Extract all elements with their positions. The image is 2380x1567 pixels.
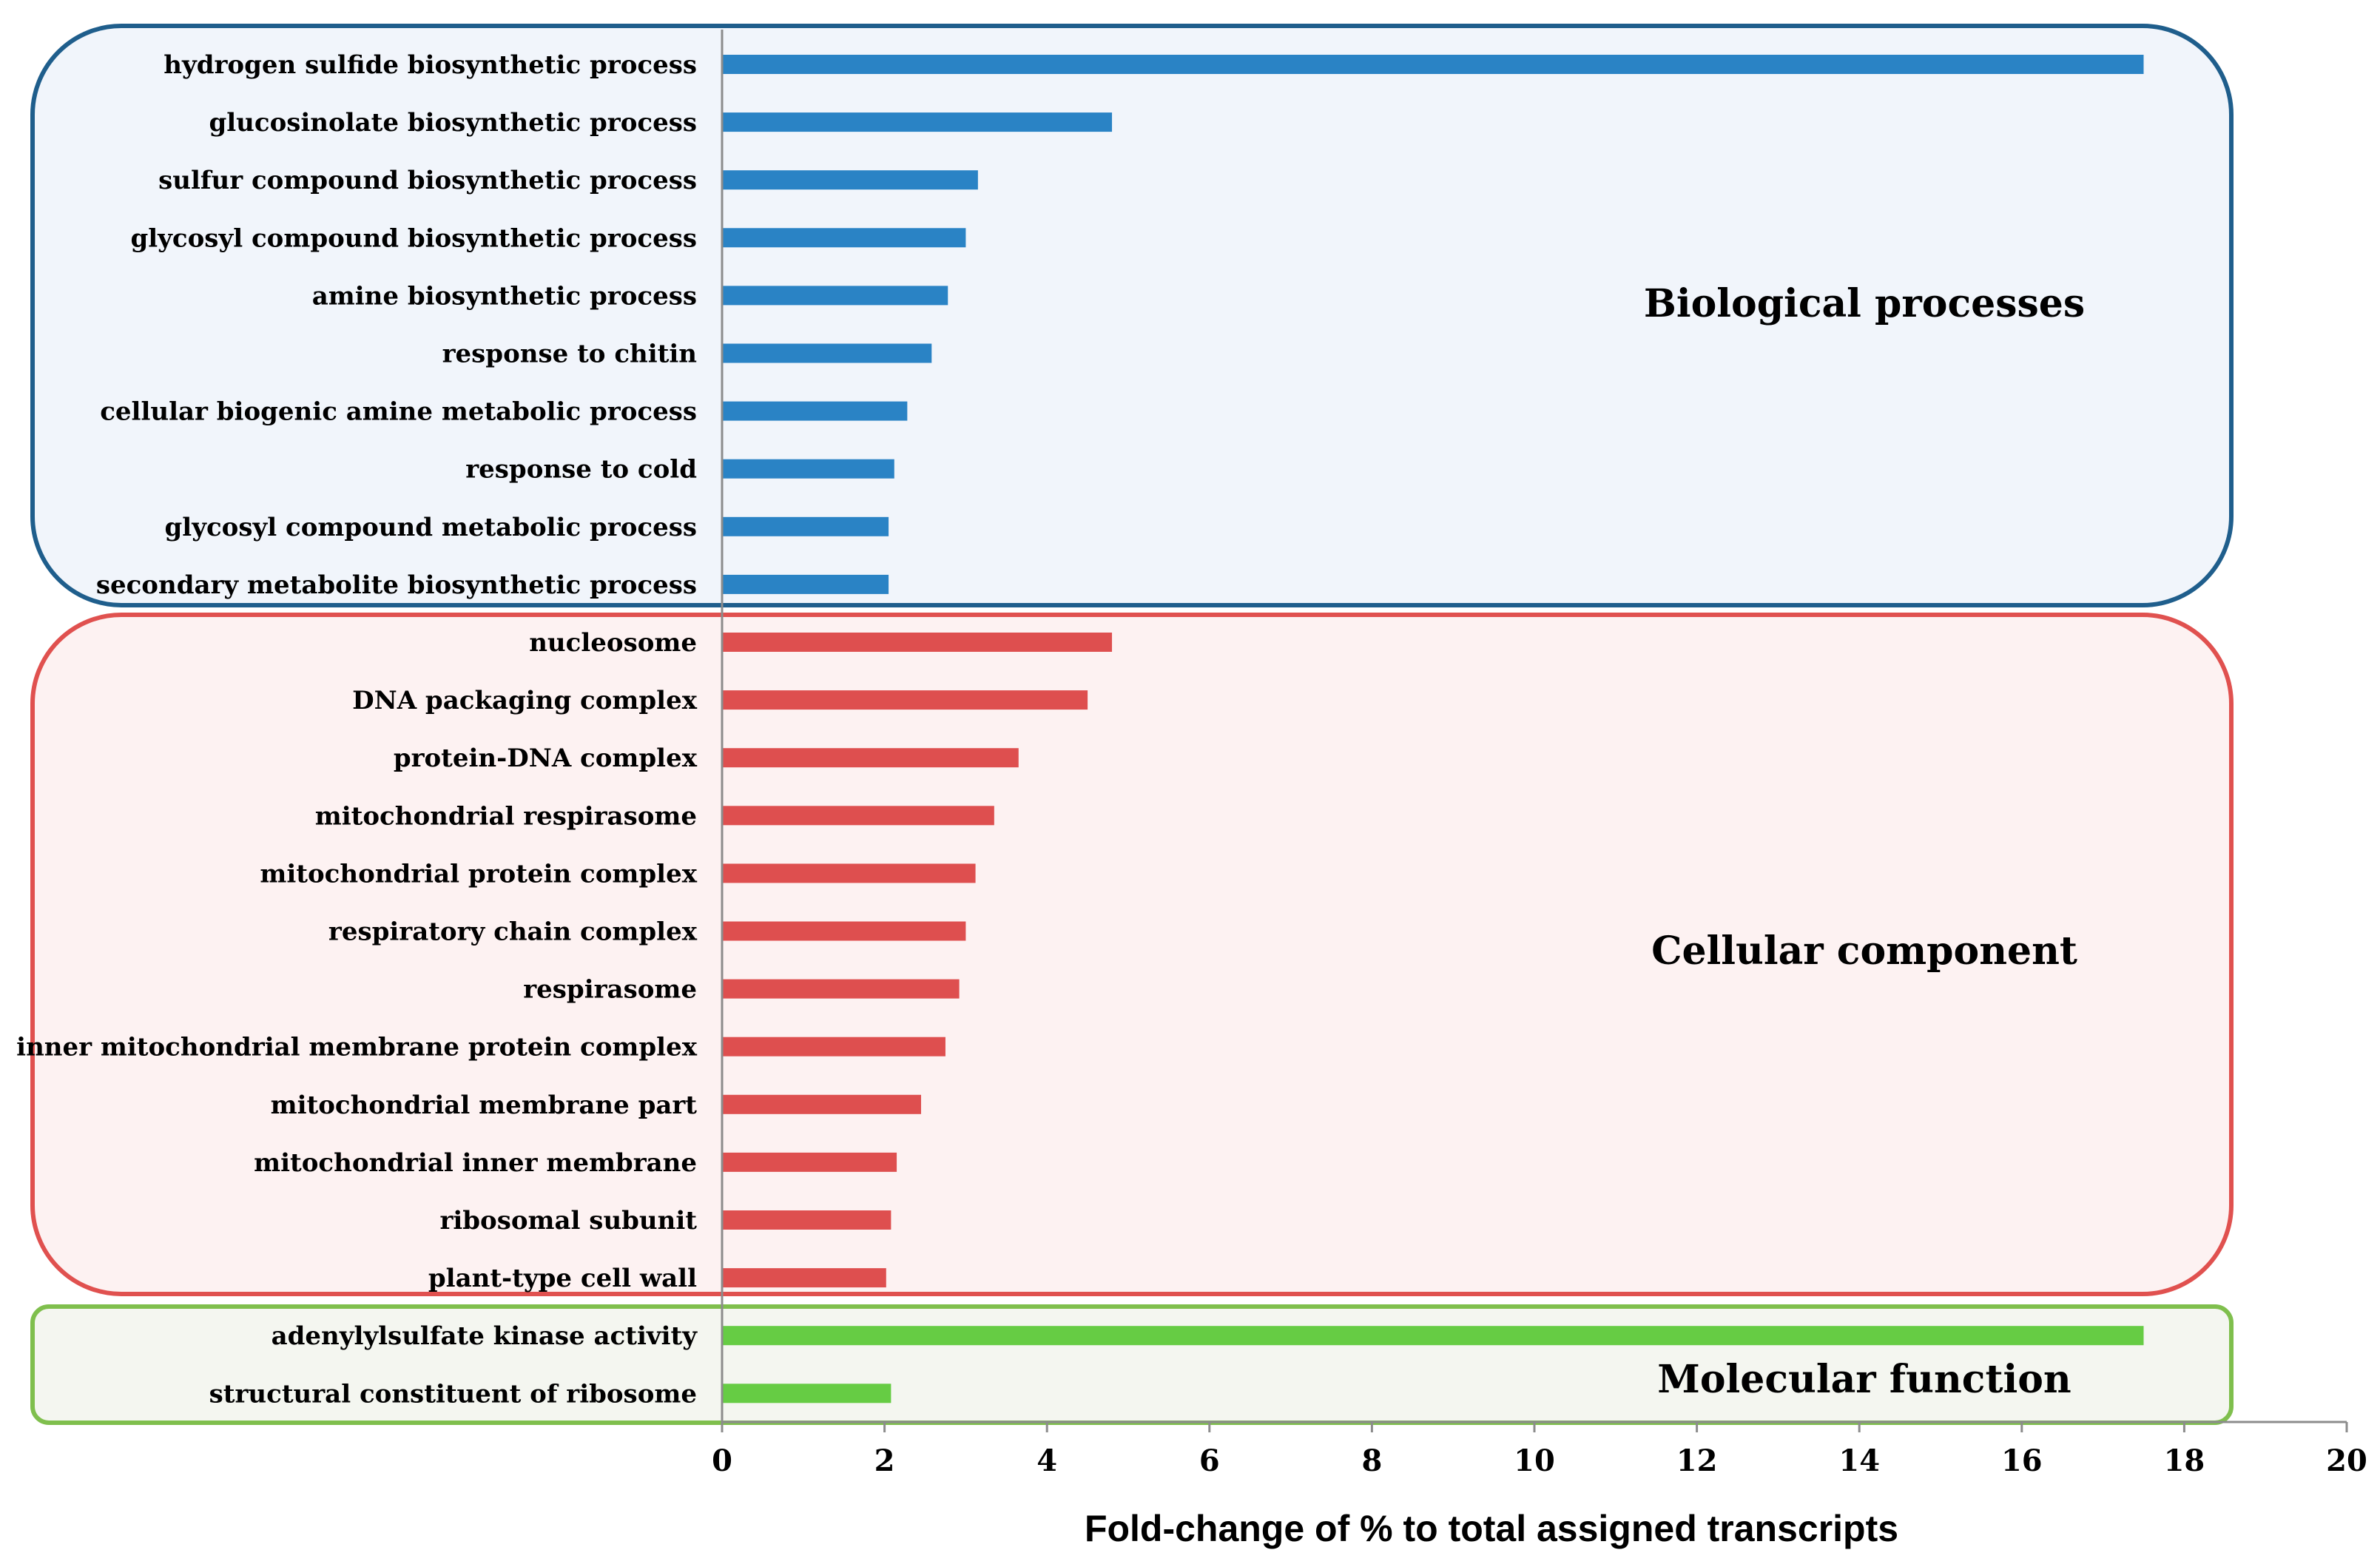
category-label-0-9: secondary metabolite biosynthetic proces… — [96, 570, 697, 600]
group-box-0 — [30, 24, 2234, 607]
category-label-1-7: inner mitochondrial membrane protein com… — [16, 1033, 698, 1062]
category-label-1-6: respirasome — [523, 975, 697, 1005]
category-label-1-11: plant-type cell wall — [428, 1264, 697, 1293]
group-titles: Biological processes Cellular component Mo… — [1644, 281, 2085, 1402]
x-axis-title: Fold-change of % to total assigned trans… — [1085, 1508, 1898, 1549]
bar-1-0 — [722, 633, 1113, 652]
x-tick-label-0: 0 — [712, 1443, 732, 1478]
category-label-0-6: cellular biogenic amine metabolic proces… — [100, 397, 697, 427]
bar-1-10 — [722, 1210, 891, 1230]
group-title-1: Cellular component — [1651, 929, 2077, 974]
bar-0-5 — [722, 343, 932, 363]
bar-0-4 — [722, 286, 948, 306]
x-tick-label-5: 10 — [1514, 1443, 1555, 1478]
category-label-1-1: DNA packaging complex — [352, 686, 698, 715]
x-tick-label-4: 8 — [1361, 1443, 1382, 1478]
bar-2-0 — [722, 1326, 2144, 1346]
bar-1-4 — [722, 863, 976, 883]
category-label-0-5: response to chitin — [442, 340, 697, 369]
category-label-1-9: mitochondrial inner membrane — [254, 1148, 697, 1178]
category-label-2-1: structural constituent of ribosome — [209, 1379, 697, 1409]
category-label-1-4: mitochondrial protein complex — [260, 859, 697, 889]
category-label-1-0: nucleosome — [529, 628, 697, 658]
x-tick-label-7: 14 — [1838, 1443, 1880, 1478]
category-label-0-4: amine biosynthetic process — [312, 281, 697, 311]
bar-1-1 — [722, 690, 1088, 710]
x-tick-label-1: 2 — [874, 1443, 895, 1478]
category-label-1-10: ribosomal subunit — [439, 1206, 697, 1236]
bar-2-1 — [722, 1384, 891, 1403]
bar-1-3 — [722, 806, 994, 826]
x-ticks: 0 2 4 6 8 10 12 14 16 18 20 — [712, 1422, 2367, 1478]
group-box-1 — [30, 613, 2234, 1296]
group-title-2: Molecular function — [1657, 1357, 2071, 1402]
bar-0-3 — [722, 228, 966, 248]
category-label-0-8: glycosyl compound metabolic process — [165, 513, 697, 542]
x-tick-label-2: 4 — [1036, 1443, 1057, 1478]
category-labels: hydrogen sulfide biosynthetic process glu… — [16, 50, 698, 1409]
bar-0-0 — [722, 55, 2144, 74]
bar-1-2 — [722, 748, 1019, 768]
bar-1-11 — [722, 1268, 886, 1288]
x-tick-label-3: 6 — [1199, 1443, 1220, 1478]
bar-0-2 — [722, 170, 978, 190]
category-label-0-1: glucosinolate biosynthetic process — [209, 108, 697, 138]
bar-0-8 — [722, 516, 889, 536]
category-label-1-5: respiratory chain complex — [328, 917, 698, 947]
bars — [722, 55, 2144, 1403]
group-boxes — [30, 24, 2234, 1425]
bar-1-5 — [722, 921, 966, 941]
bar-1-8 — [722, 1094, 922, 1114]
x-tick-label-8: 16 — [2001, 1443, 2043, 1478]
category-label-0-0: hydrogen sulfide biosynthetic process — [164, 50, 697, 80]
category-label-0-7: response to cold — [465, 455, 697, 485]
category-label-1-3: mitochondrial respirasome — [315, 801, 697, 831]
bar-0-9 — [722, 574, 889, 594]
category-label-0-3: glycosyl compound biosynthetic process — [130, 223, 697, 253]
bar-0-7 — [722, 459, 894, 479]
bar-1-7 — [722, 1037, 945, 1057]
category-label-0-2: sulfur compound biosynthetic process — [158, 166, 697, 195]
bar-0-1 — [722, 112, 1113, 132]
category-label-1-2: protein-DNA complex — [394, 744, 698, 773]
group-title-0: Biological processes — [1644, 281, 2085, 326]
bar-1-6 — [722, 979, 960, 999]
category-label-2-0: adenylylsulfate kinase activity — [272, 1321, 698, 1351]
x-tick-label-10: 20 — [2326, 1443, 2367, 1478]
category-label-1-8: mitochondrial membrane part — [271, 1091, 698, 1120]
bar-0-6 — [722, 401, 908, 421]
x-tick-label-6: 12 — [1676, 1443, 1718, 1478]
bar-1-9 — [722, 1152, 897, 1172]
x-tick-label-9: 18 — [2164, 1443, 2205, 1478]
